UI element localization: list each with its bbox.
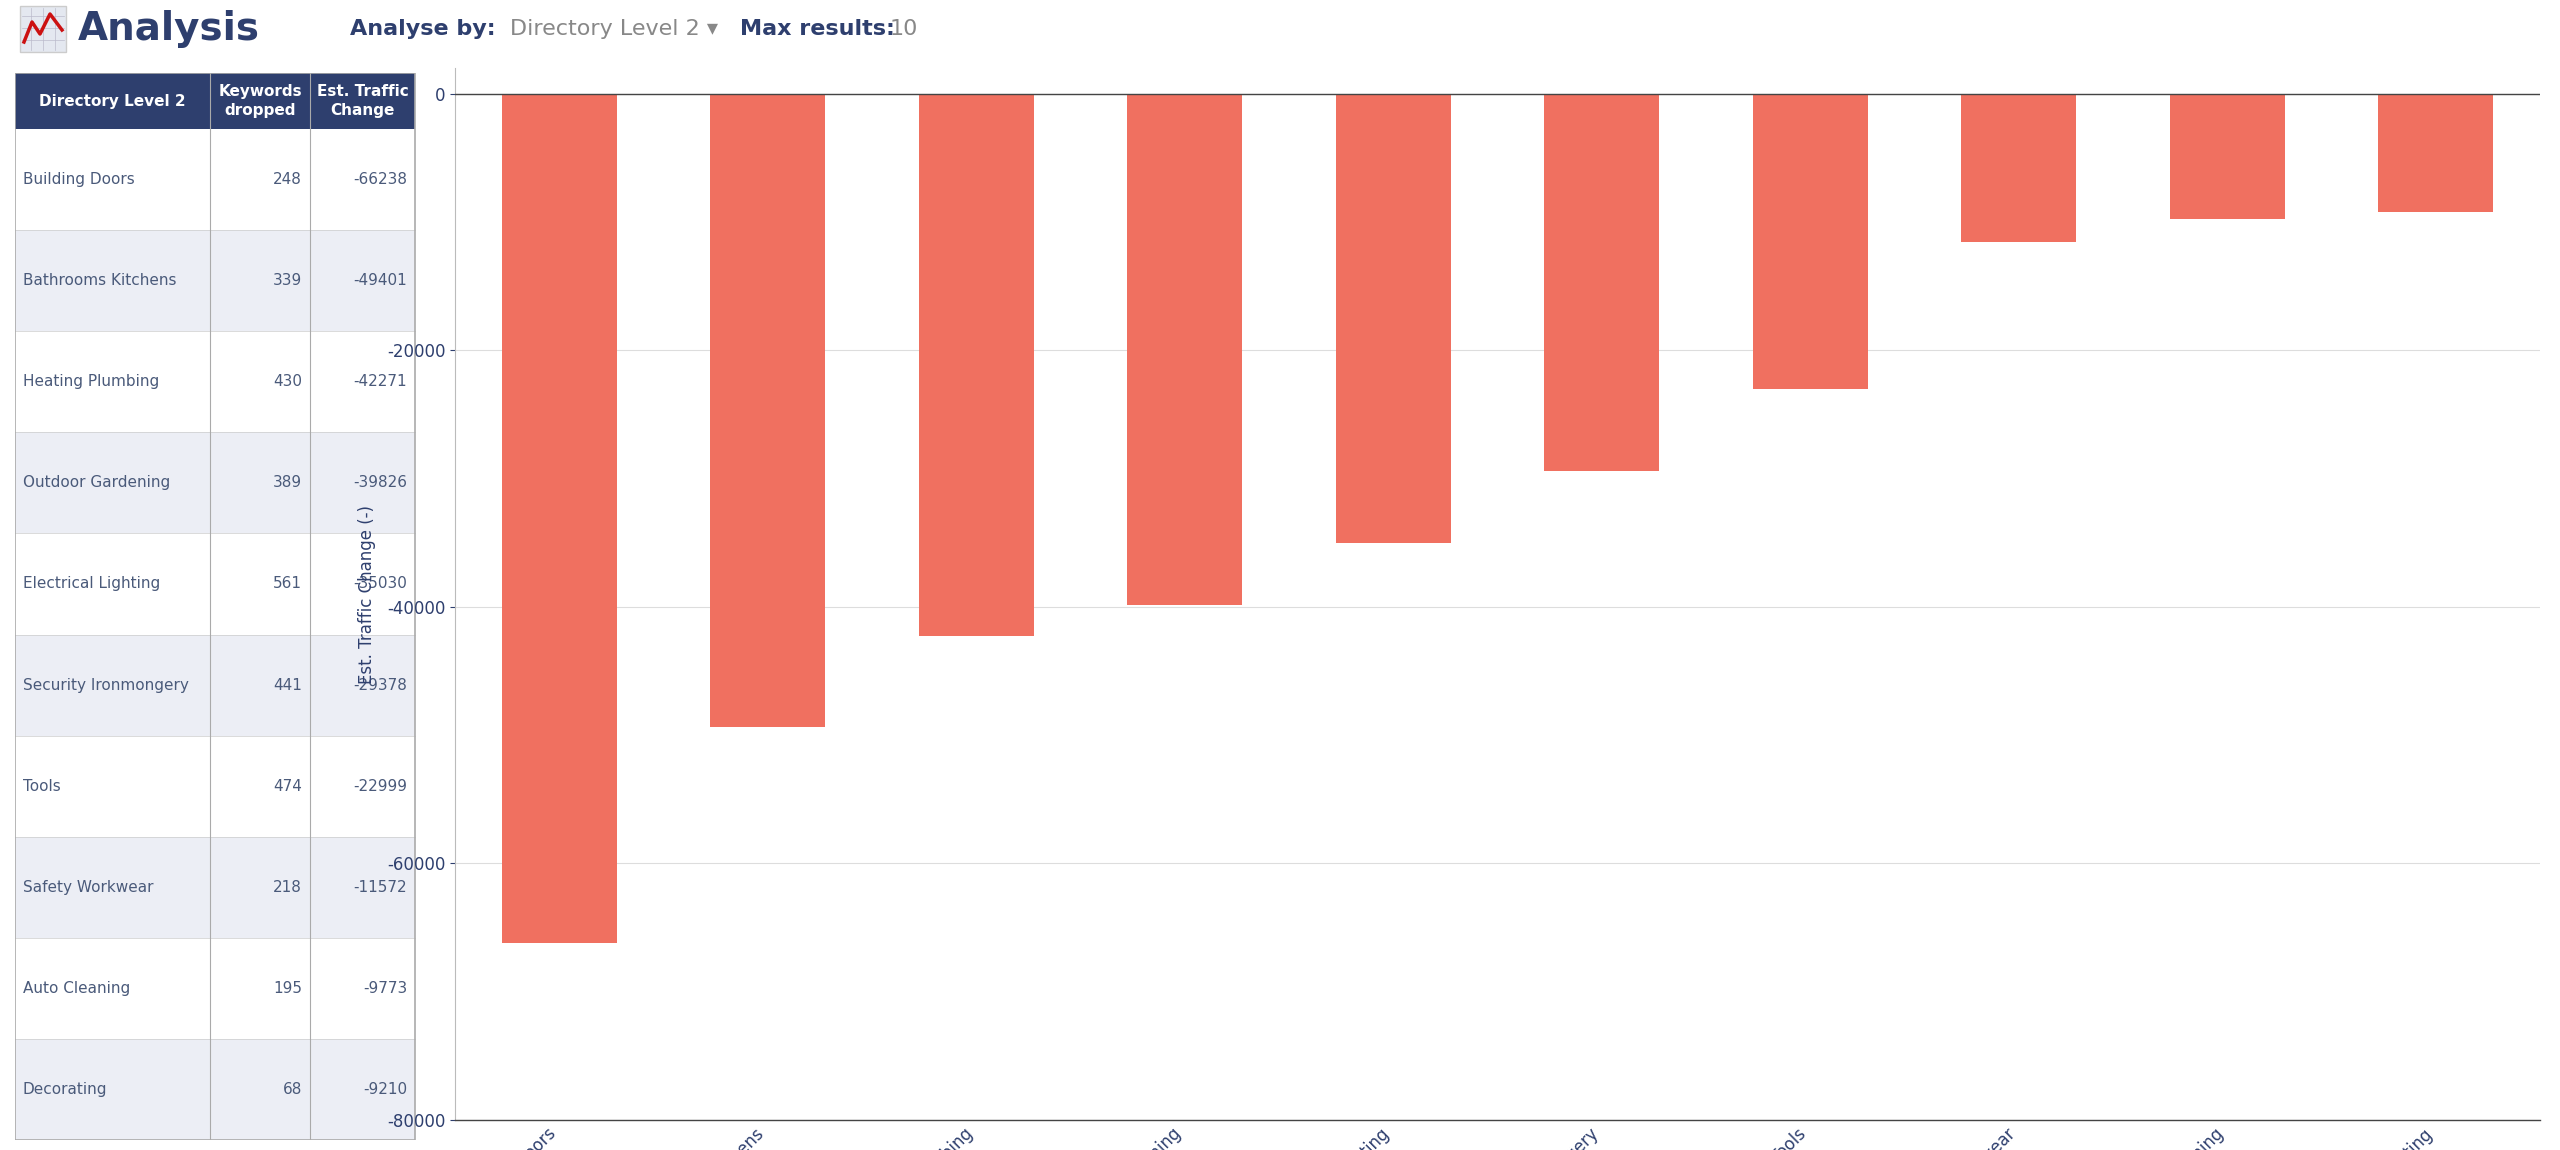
Text: -49401: -49401 [353, 274, 407, 289]
Text: 195: 195 [274, 981, 302, 996]
Bar [310, 534, 415, 635]
Text: -35030: -35030 [353, 576, 407, 591]
Bar [15, 736, 210, 837]
Text: -9210: -9210 [364, 1082, 407, 1097]
Text: Max results:: Max results: [740, 20, 896, 39]
Text: -29378: -29378 [353, 677, 407, 692]
Bar [15, 432, 210, 534]
Bar [310, 937, 415, 1038]
Text: Electrical Lighting: Electrical Lighting [23, 576, 161, 591]
Text: Directory Level 2 ▾: Directory Level 2 ▾ [509, 20, 717, 39]
Text: 248: 248 [274, 172, 302, 187]
Text: Bathrooms Kitchens: Bathrooms Kitchens [23, 274, 177, 289]
Bar [210, 534, 310, 635]
Text: Analyse by:: Analyse by: [351, 20, 497, 39]
Text: Security Ironmongery: Security Ironmongery [23, 677, 189, 692]
Text: 389: 389 [274, 475, 302, 490]
Bar [210, 432, 310, 534]
Bar [310, 72, 415, 129]
Bar [2171, 93, 2284, 218]
Bar [210, 230, 310, 331]
Bar [1336, 93, 1452, 543]
Text: 218: 218 [274, 880, 302, 895]
Text: Outdoor Gardening: Outdoor Gardening [23, 475, 172, 490]
Bar [210, 736, 310, 837]
Text: Decorating: Decorating [23, 1082, 108, 1097]
Bar [919, 93, 1034, 636]
FancyBboxPatch shape [20, 6, 67, 52]
Bar [210, 635, 310, 736]
Text: Tools: Tools [23, 779, 61, 794]
Text: 430: 430 [274, 374, 302, 389]
Bar [210, 72, 310, 129]
Bar [15, 1038, 210, 1140]
Text: -11572: -11572 [353, 880, 407, 895]
Bar [15, 837, 210, 937]
Bar [1754, 93, 1869, 389]
Bar [310, 736, 415, 837]
Bar [15, 72, 210, 129]
Text: 561: 561 [274, 576, 302, 591]
Bar [1961, 93, 2076, 243]
Text: Heating Plumbing: Heating Plumbing [23, 374, 159, 389]
Text: 441: 441 [274, 677, 302, 692]
Bar [15, 937, 210, 1038]
Bar [15, 230, 210, 331]
Text: 339: 339 [274, 274, 302, 289]
Text: -66238: -66238 [353, 172, 407, 187]
Text: Est. Traffic
Change: Est. Traffic Change [317, 84, 410, 117]
Bar [1126, 93, 1242, 605]
Bar [210, 331, 310, 432]
Bar [310, 432, 415, 534]
Text: Directory Level 2: Directory Level 2 [38, 93, 187, 108]
Bar [210, 1038, 310, 1140]
Text: Analysis: Analysis [77, 10, 261, 48]
Bar [15, 534, 210, 635]
Bar [310, 129, 415, 230]
Text: 474: 474 [274, 779, 302, 794]
Text: 68: 68 [282, 1082, 302, 1097]
Text: -42271: -42271 [353, 374, 407, 389]
Text: Keywords
dropped: Keywords dropped [218, 84, 302, 117]
Bar [15, 635, 210, 736]
Text: Safety Workwear: Safety Workwear [23, 880, 154, 895]
Text: Building Doors: Building Doors [23, 172, 136, 187]
Text: -22999: -22999 [353, 779, 407, 794]
Bar [1544, 93, 1659, 470]
Bar [2378, 93, 2493, 212]
Bar [310, 1038, 415, 1140]
Bar [210, 937, 310, 1038]
Bar [210, 837, 310, 937]
Text: 10: 10 [891, 20, 919, 39]
Bar [15, 129, 210, 230]
Bar [310, 635, 415, 736]
Text: -9773: -9773 [364, 981, 407, 996]
Bar [502, 93, 617, 943]
Bar [210, 129, 310, 230]
Bar [15, 331, 210, 432]
Text: Auto Cleaning: Auto Cleaning [23, 981, 131, 996]
Bar [310, 331, 415, 432]
Bar [712, 93, 824, 728]
Bar [310, 837, 415, 937]
Bar [310, 230, 415, 331]
Text: -39826: -39826 [353, 475, 407, 490]
Y-axis label: Est. Traffic Change (-): Est. Traffic Change (-) [358, 505, 376, 683]
